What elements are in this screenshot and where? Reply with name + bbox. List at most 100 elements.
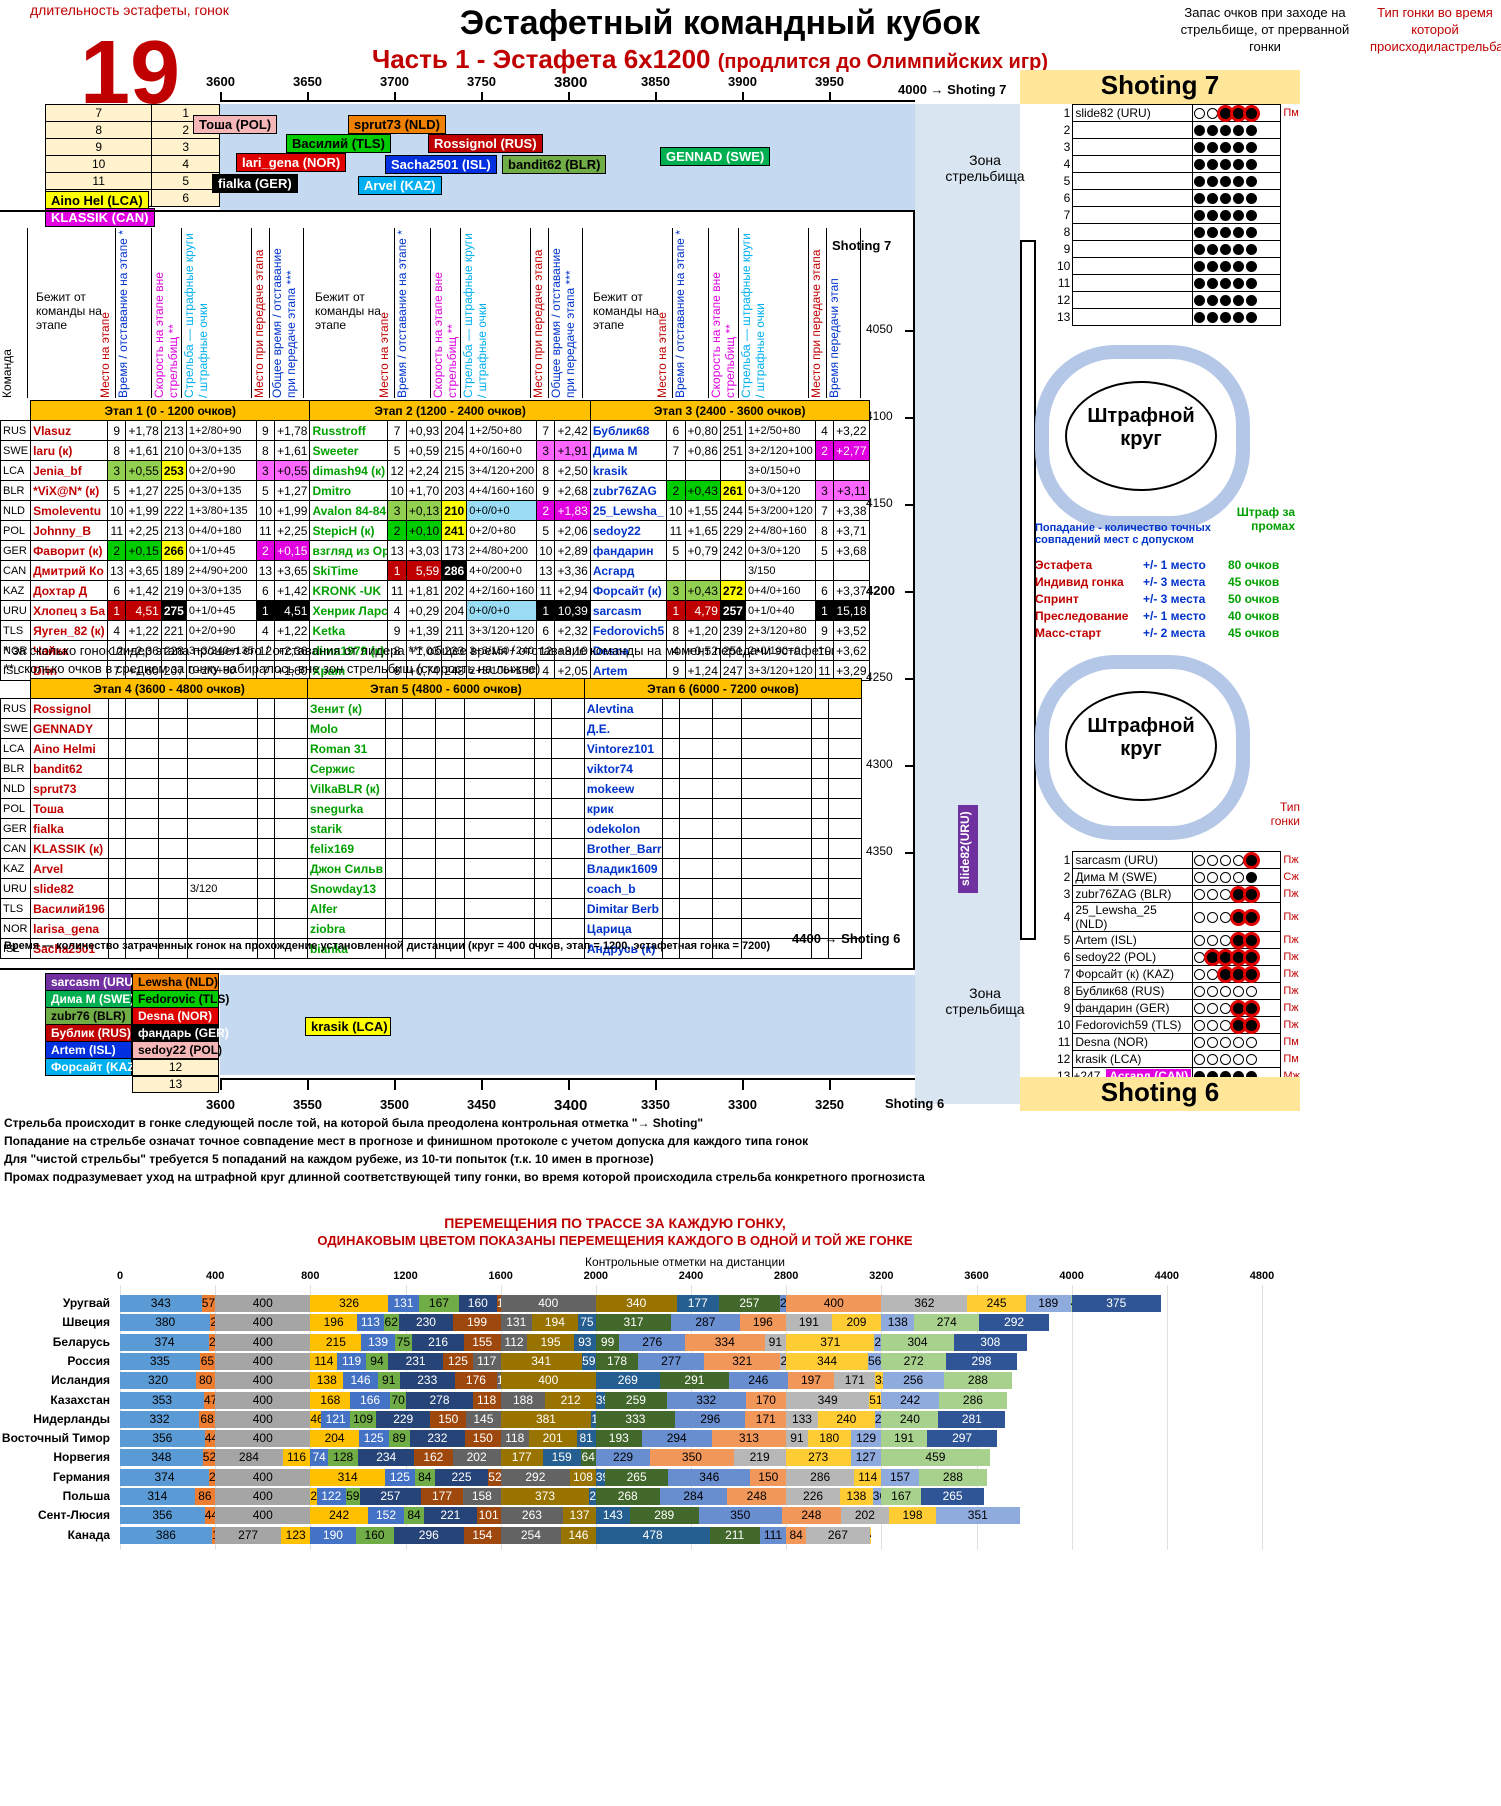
stage-value: 3: [672, 583, 680, 598]
stage-cell: +3,03: [405, 540, 443, 561]
team-row: BLR bandit62 Сержис viktor74: [0, 758, 863, 779]
stage-value: 2+4/90+200: [188, 564, 248, 577]
stage-cell: [533, 798, 553, 819]
stage-cell: [533, 778, 553, 799]
column-header: Время / отставание на этапе *: [395, 228, 431, 398]
miss-dot: [1207, 108, 1219, 120]
chart-bar-segment: 326: [310, 1295, 388, 1312]
stage-cell: 3: [666, 580, 686, 601]
chart-title: ПЕРЕМЕЩЕНИЯ ПО ТРАССЕ ЗА КАЖДУЮ ГОНКУ,: [444, 1215, 786, 1231]
stage-value: 8: [542, 463, 550, 478]
hit-dot: [1246, 261, 1258, 273]
stage-value: 13: [390, 543, 404, 558]
shoting-num: 1: [1063, 106, 1071, 120]
chart-bar-segment: 245: [967, 1295, 1026, 1312]
team-code: POL: [0, 798, 32, 819]
runner-name: ziobra: [309, 921, 346, 936]
hit-dot: [1194, 159, 1206, 171]
stage-cell: 1: [255, 600, 276, 621]
team-row: POL Johnny_B 11 +2,25 213 0+4/0+180 11 +2,25 Ste…: [0, 520, 870, 541]
shoting-row: 10: [1055, 257, 1301, 275]
stage-value: 5: [672, 543, 680, 558]
chart-bar-segment: 19: [591, 1410, 596, 1428]
miss-dot: [1207, 855, 1219, 867]
hit-dot: [1220, 108, 1232, 120]
team-row: SWE GENNADY Molo Д.Е.: [0, 718, 863, 739]
stage-value: 6: [113, 583, 121, 598]
stage-value: 0+4/0+160: [747, 584, 801, 597]
stage-cell: 1+2/50+80: [466, 420, 538, 441]
queue-bottom-tag: sedoy22 (POL): [132, 1041, 222, 1059]
chart-bar-segment: 256: [882, 1372, 944, 1390]
chart-bar-segment: 178: [595, 1352, 639, 1370]
stage-cell: [274, 698, 308, 719]
hit-dot: [1233, 935, 1245, 947]
chart-xtick-label: 1600: [488, 1270, 513, 1282]
stage-cell: [679, 698, 714, 719]
stage-value: +3,37: [836, 583, 867, 598]
hit-dot: [1246, 1020, 1258, 1032]
stage-cell: [464, 878, 535, 899]
queue-top-tag: GENNAD (SWE): [660, 147, 771, 166]
chart-bar-segment: 265: [605, 1468, 669, 1486]
hit-dot: [1233, 125, 1245, 137]
queue-top-tag: Тоша (POL): [193, 115, 278, 134]
stage-cell: 244: [719, 500, 746, 521]
stage-value: +1,60: [277, 663, 308, 678]
race-type-tolerance: +/- 3 места: [1143, 592, 1206, 606]
stage-cell: 1+3/80+135: [185, 500, 257, 521]
subtitle-main: Часть 1 - Эстафета 6х1200: [371, 44, 711, 74]
stage-cell: +2,36: [274, 640, 311, 661]
queue-bottom-num: 12: [132, 1059, 219, 1076]
chart-bar-segment: 277: [215, 1526, 282, 1544]
stage-cell: 0+3/0+120: [744, 540, 816, 561]
stage-cell: [533, 758, 553, 779]
queue-bottom-tag: Бублик (RUS): [45, 1024, 132, 1042]
chart-bar-segment: 286: [938, 1391, 1007, 1409]
stage-cell: +3,11: [833, 480, 870, 501]
chart-bar-segment: 188: [500, 1391, 546, 1409]
stage-cell: [125, 758, 159, 779]
chart-bar-segment: 344: [786, 1352, 868, 1370]
stage-value: 10: [669, 503, 683, 518]
stage-value: 1: [542, 603, 550, 618]
stage-cell: [464, 798, 535, 819]
stage-cell: [158, 798, 188, 819]
stage-cell: 4,51: [274, 600, 311, 621]
stage-cell: [464, 758, 535, 779]
chart-bar-segment: 240: [881, 1410, 939, 1428]
stage-cell: [661, 738, 681, 759]
bottom-tick-label: 3400: [554, 1097, 588, 1114]
stage-value: 10: [539, 543, 553, 558]
stage-cell: Vintorez101: [583, 738, 663, 759]
stage-cell: 7: [536, 420, 556, 441]
stage-cell: [186, 718, 258, 739]
shoting-num: 9: [1063, 242, 1071, 256]
stage-value: +0,80: [687, 423, 718, 438]
top-ruler: [220, 100, 915, 102]
stage-cell: [125, 838, 159, 859]
stage-cell: bandit62: [30, 758, 109, 779]
shoting-name: [1072, 274, 1194, 292]
stage-value: 9: [262, 423, 269, 438]
stage-cell: 286: [441, 560, 468, 581]
chart-bar-segment: 333: [595, 1410, 676, 1428]
stage-cell: +1,22: [274, 620, 311, 641]
stage-value: +3,03: [408, 543, 440, 558]
shoting-num: 8: [1063, 984, 1071, 998]
stage-cell: [107, 698, 127, 719]
track-rail: [1020, 240, 1036, 940]
stage-cell: +1,65: [684, 520, 721, 541]
hit-dot: [1233, 278, 1245, 290]
stage-cell: 5: [536, 520, 556, 541]
chart-bar-segment: 64: [580, 1449, 596, 1467]
shoting-dots: [1192, 274, 1282, 292]
chart-bar-segment: 248: [781, 1507, 841, 1525]
stage-cell: [402, 718, 437, 739]
stage-header: Этап 1 (0 - 1200 очков): [30, 400, 311, 421]
shoting-row: 8 Бублик68 (RUS) Пж: [1055, 982, 1302, 1000]
stage-cell: Царица: [583, 918, 663, 939]
side-tick-label: 4150: [866, 496, 893, 510]
chart-bar-segment: 197: [787, 1372, 835, 1390]
stage-cell: Dmitro: [309, 480, 389, 501]
